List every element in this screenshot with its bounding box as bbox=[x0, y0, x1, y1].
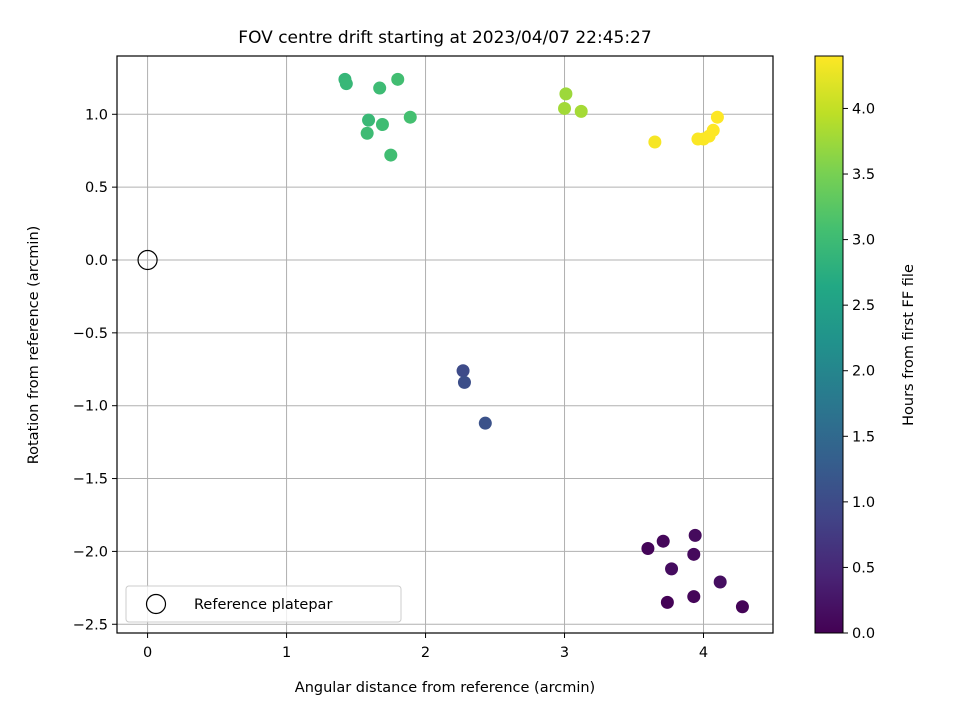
legend-marker bbox=[145, 593, 167, 615]
colorbar-tick-label: 2.0 bbox=[852, 364, 875, 380]
colorbar-tick-label: 1.5 bbox=[852, 429, 875, 445]
grid bbox=[117, 56, 773, 633]
data-point bbox=[648, 135, 662, 149]
data-point bbox=[710, 110, 724, 124]
x-tick-label: 3 bbox=[560, 645, 569, 661]
data-point bbox=[656, 534, 670, 548]
colorbar-ticks: 0.0 0.5 1.0 1.5 2.0 2.5 3.0 3.5 4.0 bbox=[843, 101, 875, 642]
y-tick-label: −0.5 bbox=[73, 326, 108, 342]
reference-layer bbox=[137, 249, 158, 271]
y-tick-label: −1.5 bbox=[73, 472, 108, 488]
x-tick-label: 0 bbox=[143, 645, 152, 661]
x-tick-label: 4 bbox=[699, 645, 708, 661]
colorbar-tick-label: 0.0 bbox=[852, 626, 875, 642]
y-tick-label: 0.5 bbox=[85, 180, 108, 196]
data-points bbox=[338, 72, 749, 614]
x-tick-label: 1 bbox=[282, 645, 291, 661]
reference-point bbox=[137, 249, 158, 271]
y-tick-label: −1.0 bbox=[73, 399, 108, 415]
data-point bbox=[478, 416, 492, 430]
y-tick-label: 1.0 bbox=[85, 107, 108, 123]
colorbar-tick-label: 4.0 bbox=[852, 101, 875, 117]
data-point bbox=[362, 113, 376, 127]
colorbar-tick-label: 2.5 bbox=[852, 298, 875, 314]
plot-frame bbox=[116, 55, 774, 634]
data-point bbox=[558, 101, 572, 115]
colorbar-tick-label: 3.5 bbox=[852, 167, 875, 183]
data-point bbox=[735, 600, 749, 614]
x-tick-label: 2 bbox=[421, 645, 430, 661]
chart-title: FOV centre drift starting at 2023/04/07 … bbox=[238, 28, 651, 48]
y-tick-label: 0.0 bbox=[85, 253, 108, 269]
data-point bbox=[713, 575, 727, 589]
data-point bbox=[687, 547, 701, 561]
legend-label: Reference platepar bbox=[194, 597, 332, 613]
x-axis-ticks: 0 1 2 3 4 bbox=[143, 633, 708, 661]
y-axis-label: Rotation from reference (arcmin) bbox=[26, 226, 42, 465]
data-point bbox=[457, 375, 471, 389]
data-point bbox=[559, 87, 573, 101]
colorbar-tick-label: 1.0 bbox=[852, 495, 875, 511]
data-point bbox=[706, 123, 720, 137]
data-point bbox=[665, 562, 679, 576]
x-axis-label: Angular distance from reference (arcmin) bbox=[295, 680, 595, 696]
colorbar bbox=[814, 55, 844, 634]
legend: Reference platepar bbox=[125, 585, 402, 623]
data-point bbox=[456, 364, 470, 378]
colorbar-tick-label: 0.5 bbox=[852, 560, 875, 576]
data-point bbox=[339, 77, 353, 91]
colorbar-label: Hours from first FF file bbox=[901, 264, 917, 426]
data-point bbox=[360, 126, 374, 140]
data-point bbox=[574, 104, 588, 118]
legend-box bbox=[125, 585, 402, 623]
data-point bbox=[688, 528, 702, 542]
y-tick-label: −2.5 bbox=[73, 617, 108, 633]
data-point bbox=[384, 148, 398, 162]
colorbar-tick-label: 3.0 bbox=[852, 233, 875, 249]
data-point bbox=[391, 72, 405, 86]
data-point bbox=[641, 541, 655, 555]
data-point bbox=[687, 590, 701, 604]
data-point bbox=[403, 110, 417, 124]
y-axis-ticks: −2.5 −2.0 −1.5 −1.0 −0.5 0.0 0.5 1.0 bbox=[73, 107, 117, 633]
data-point bbox=[660, 595, 674, 609]
y-tick-label: −2.0 bbox=[73, 544, 108, 560]
data-point bbox=[373, 81, 387, 95]
data-point bbox=[375, 117, 389, 131]
